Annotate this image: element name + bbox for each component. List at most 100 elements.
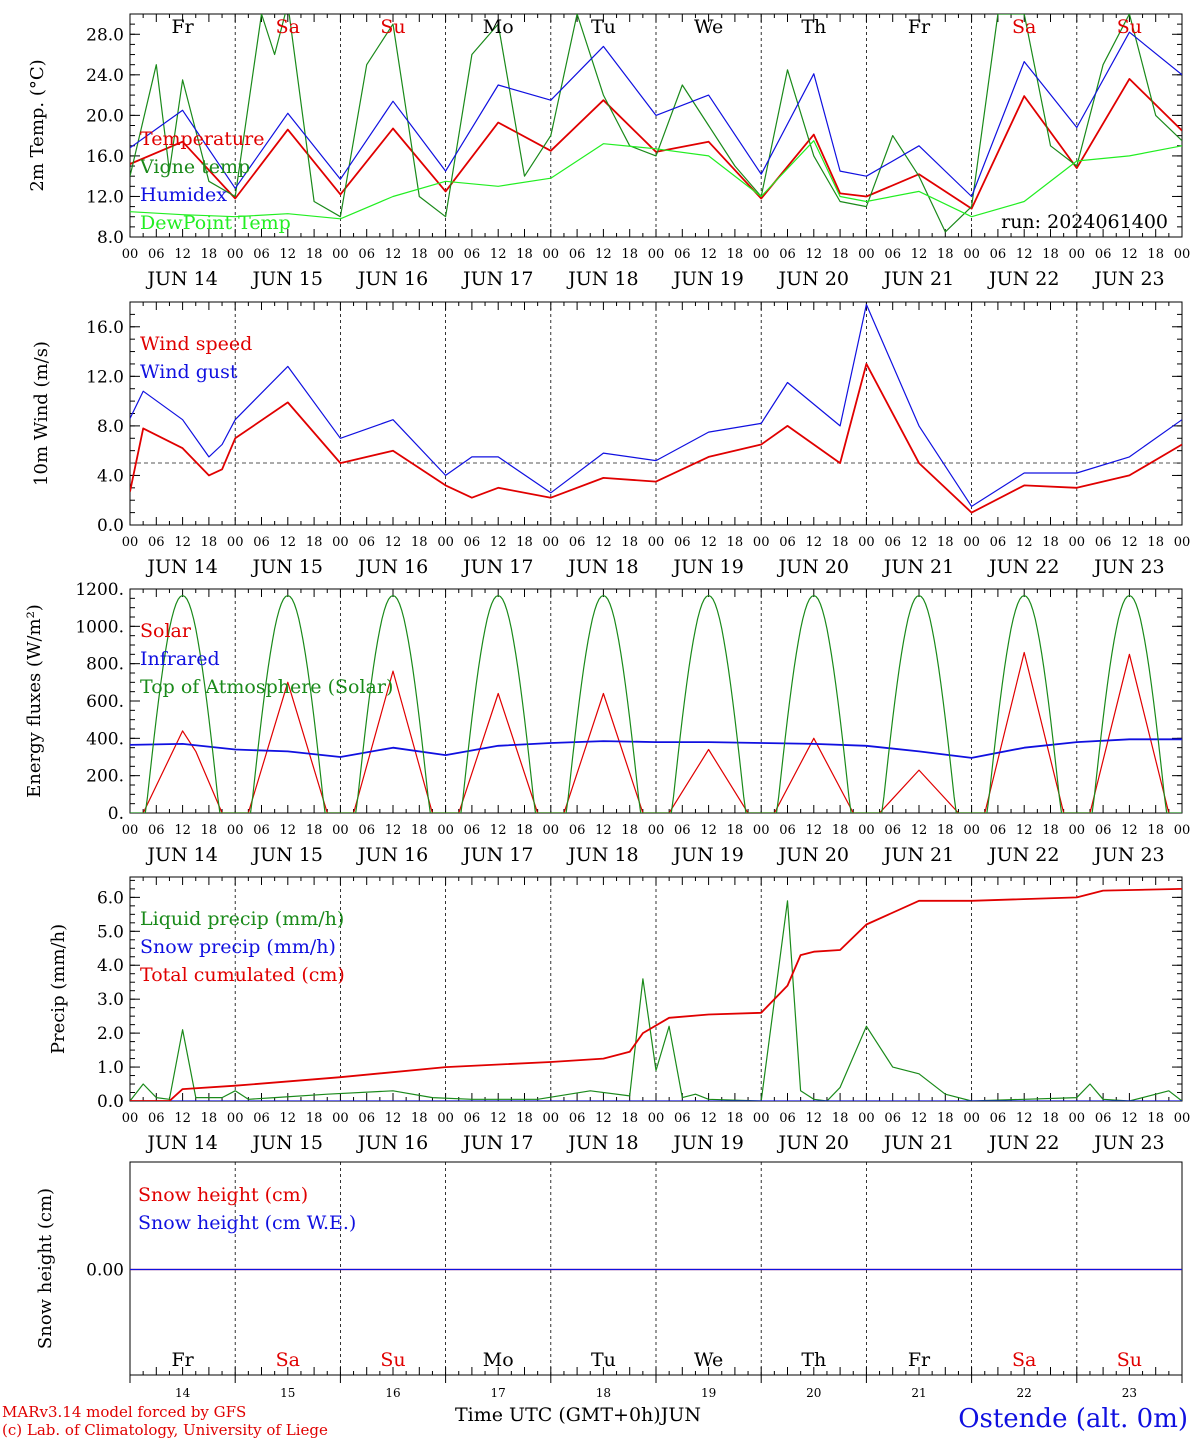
hour-tick-label: 12 — [700, 823, 717, 838]
hour-tick-label: 00 — [963, 1111, 980, 1126]
station-label: Ostende (alt. 0m) — [958, 1404, 1188, 1434]
legend-entry: Top of Atmosphere (Solar) — [140, 676, 393, 698]
hour-tick-label: 06 — [148, 823, 165, 838]
hour-tick-label: 06 — [464, 247, 481, 262]
date-label: JUN 19 — [671, 556, 743, 578]
panel-1: 8.0 12.0 16.0 20.0 24.0 28.0 2m Temp. (°C) Temp… — [27, 13, 1191, 290]
hour-tick-label: 12 — [174, 823, 191, 838]
series-group — [130, 14, 1182, 233]
hour-tick-label: 12 — [174, 535, 191, 550]
hour-tick-label: 00 — [1174, 535, 1191, 550]
day-abbrev-bottom: Su — [1117, 1349, 1142, 1371]
y-tick-label: 8.0 — [97, 228, 124, 248]
legend-entry: Snow height (cm) — [138, 1184, 308, 1206]
hour-tick-label: 00 — [753, 247, 770, 262]
y-tick-label: 20.0 — [86, 106, 124, 126]
hour-tick-label: 00 — [648, 823, 665, 838]
series-group — [130, 888, 1182, 1101]
day-number: 16 — [385, 1386, 400, 1400]
hour-tick-label: 18 — [411, 247, 428, 262]
hour-tick-label: 18 — [727, 823, 744, 838]
hour-tick-label: 18 — [1042, 247, 1059, 262]
day-abbrev-top: Su — [380, 16, 405, 38]
date-label: JUN 19 — [671, 1132, 743, 1154]
hour-tick-label: 00 — [227, 1111, 244, 1126]
hour-tick-label: 06 — [884, 823, 901, 838]
date-label: JUN 18 — [566, 844, 638, 866]
legend-entry: Liquid precip (mm/h) — [140, 908, 344, 930]
date-label: JUN 21 — [882, 1132, 954, 1154]
date-label: JUN 22 — [987, 556, 1059, 578]
hour-tick-label: 12 — [806, 535, 823, 550]
series-line-wind-speed — [130, 362, 1182, 514]
hour-tick-label: 06 — [779, 823, 796, 838]
panel-frame — [129, 588, 1183, 814]
y-axis-title: 2m Temp. (°C) — [27, 59, 48, 191]
hour-tick-label: 06 — [884, 1111, 901, 1126]
hour-tick-label: 06 — [358, 247, 375, 262]
hour-tick-label: 12 — [385, 535, 402, 550]
hour-tick-label: 12 — [806, 247, 823, 262]
date-label: JUN 23 — [1092, 844, 1164, 866]
panel-frame — [129, 301, 1183, 526]
y-axis-title: Precip (mm/h) — [48, 924, 69, 1054]
hour-tick-label: 18 — [1147, 247, 1164, 262]
hour-tick-label: 18 — [832, 535, 849, 550]
hour-tick-label: 12 — [595, 247, 612, 262]
hour-tick-label: 18 — [621, 247, 638, 262]
x-axis-month: JUN — [660, 1404, 701, 1426]
hour-tick-label: 06 — [1095, 1111, 1112, 1126]
hour-tick-label: 18 — [1147, 1111, 1164, 1126]
y-tick-label: 400. — [86, 729, 124, 749]
hour-tick-label: 00 — [648, 1111, 665, 1126]
hour-tick-label: 00 — [648, 535, 665, 550]
hour-tick-label: 00 — [437, 1111, 454, 1126]
y-tick-label: 16.0 — [86, 147, 124, 167]
panel-5: 0.00 Snow height (cm) Snow height (cm) Snow… — [35, 1161, 1183, 1383]
hour-tick-label: 06 — [1095, 535, 1112, 550]
hour-tick-label: 12 — [595, 1111, 612, 1126]
hour-tick-label: 12 — [806, 1111, 823, 1126]
day-abbrev-top: Fr — [171, 16, 194, 38]
day-abbrev-bottom: We — [694, 1349, 723, 1371]
hour-tick-label: 18 — [1042, 823, 1059, 838]
y-tick-label: 28.0 — [86, 25, 124, 45]
hour-tick-label: 18 — [621, 823, 638, 838]
date-label: JUN 21 — [882, 268, 954, 290]
hour-tick-label: 00 — [122, 535, 139, 550]
hour-tick-label: 06 — [779, 535, 796, 550]
hour-tick-label: 06 — [1095, 823, 1112, 838]
hour-tick-label: 00 — [543, 823, 560, 838]
series-line-wind-gust — [130, 303, 1182, 507]
hour-tick-label: 12 — [174, 1111, 191, 1126]
date-label: JUN 15 — [251, 268, 323, 290]
hour-tick-label: 00 — [332, 823, 349, 838]
series-line-total-cumulated-cm- — [130, 888, 1182, 1101]
hour-tick-label: 12 — [1121, 1111, 1138, 1126]
y-tick-label: 600. — [86, 692, 124, 712]
series-line-liquid-precip-mm-h- — [130, 900, 1182, 1101]
hour-tick-label: 12 — [490, 823, 507, 838]
legend-entry: Vigne temp — [139, 156, 250, 178]
hour-tick-label: 00 — [1174, 247, 1191, 262]
y-tick-label: 4.0 — [97, 956, 124, 976]
y-tick-label: 0.0 — [97, 516, 124, 536]
day-abbrev-bottom: Sa — [276, 1349, 300, 1371]
date-label: JUN 16 — [356, 1132, 428, 1154]
hour-tick-label: 12 — [385, 247, 402, 262]
hour-tick-label: 12 — [385, 823, 402, 838]
date-label: JUN 20 — [777, 1132, 849, 1154]
day-abbrev-top: Tu — [591, 16, 616, 38]
hour-tick-label: 00 — [1069, 1111, 1086, 1126]
hour-tick-label: 18 — [411, 535, 428, 550]
hour-tick-label: 00 — [227, 247, 244, 262]
date-label: JUN 14 — [145, 1132, 217, 1154]
y-tick-label: 0. — [108, 804, 124, 824]
y-tick-label: 6.0 — [97, 888, 124, 908]
date-label: JUN 15 — [251, 1132, 323, 1154]
hour-tick-label: 00 — [543, 1111, 560, 1126]
hour-tick-label: 00 — [753, 535, 770, 550]
hour-tick-label: 18 — [1147, 823, 1164, 838]
legend-entry: Solar — [140, 620, 192, 642]
